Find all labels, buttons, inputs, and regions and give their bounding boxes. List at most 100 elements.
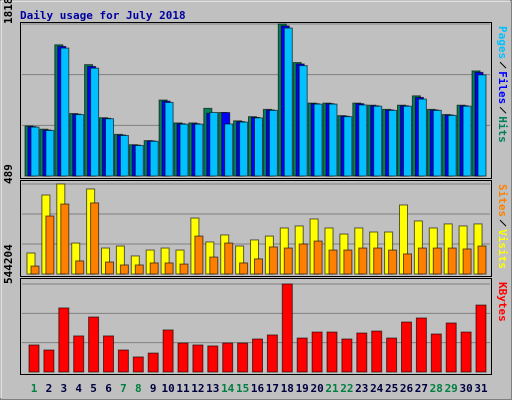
x-tick-label: 29 <box>445 382 458 395</box>
bar <box>60 203 70 275</box>
x-tick-label: 6 <box>105 382 112 395</box>
x-tick-label: 31 <box>474 382 488 395</box>
bar <box>268 246 278 275</box>
x-tick-label: 19 <box>296 382 309 395</box>
x-tick-label: 3 <box>60 382 67 395</box>
y-tick-label: 544204 <box>2 244 15 284</box>
separator <box>499 61 507 69</box>
y-tick-label: 18183 <box>2 0 15 24</box>
bar <box>388 109 398 177</box>
bar <box>134 144 144 177</box>
bar <box>162 329 174 373</box>
bar <box>358 104 368 177</box>
x-tick-label: 14 <box>221 382 235 395</box>
bar <box>477 245 487 275</box>
bar <box>313 103 323 177</box>
bar <box>117 349 129 373</box>
bar <box>209 111 219 177</box>
bar <box>207 345 219 373</box>
bar <box>447 114 457 177</box>
bar <box>298 243 308 275</box>
bar <box>356 332 368 373</box>
bar <box>417 98 427 177</box>
bar <box>192 344 204 373</box>
x-tick-label: 18 <box>281 382 294 395</box>
bar <box>60 47 70 177</box>
bar <box>239 121 249 177</box>
chart-title: Daily usage for July 2018 <box>20 9 186 22</box>
bar <box>209 256 219 275</box>
bar <box>224 123 234 177</box>
bar <box>252 338 263 373</box>
x-tick-label: 2 <box>46 382 53 395</box>
bar <box>326 331 338 373</box>
bar <box>283 247 293 275</box>
bar <box>88 316 100 373</box>
bar <box>415 317 427 373</box>
bar <box>134 264 144 275</box>
bar <box>149 262 159 275</box>
bar <box>432 247 442 275</box>
bar <box>105 261 114 275</box>
x-tick-label: 28 <box>430 382 443 395</box>
legend-label: Pages <box>496 26 509 59</box>
bar <box>311 331 323 373</box>
bar <box>254 117 263 177</box>
x-tick-label: 26 <box>400 382 414 395</box>
x-tick-label: 23 <box>355 382 368 395</box>
bar <box>90 202 100 275</box>
bar <box>401 321 412 373</box>
bar <box>417 247 427 275</box>
bar <box>281 283 293 373</box>
bar <box>298 65 308 177</box>
x-tick-label: 1 <box>31 382 38 395</box>
bar <box>164 101 174 177</box>
x-tick-label: 21 <box>325 382 339 395</box>
bar <box>45 215 55 275</box>
bar <box>119 264 129 275</box>
bar <box>119 134 129 177</box>
bar <box>239 262 249 275</box>
bar <box>73 335 85 373</box>
bar <box>75 114 85 177</box>
legend-label: Files <box>496 71 509 104</box>
bar <box>460 331 472 373</box>
separator <box>499 106 507 114</box>
bar <box>477 74 487 177</box>
legend-label: Sites <box>496 184 509 217</box>
bar <box>462 105 472 177</box>
bar <box>177 342 189 373</box>
x-tick-label: 24 <box>370 382 384 395</box>
bar <box>296 337 308 373</box>
x-tick-label: 17 <box>266 382 279 395</box>
x-tick-label: 8 <box>135 382 142 395</box>
bar <box>266 334 278 373</box>
x-tick-label: 22 <box>340 382 353 395</box>
legend-label: KBytes <box>496 282 509 322</box>
bar <box>103 335 114 373</box>
bar <box>147 352 159 373</box>
bar <box>149 140 159 177</box>
y-tick-label: 489 <box>2 164 15 184</box>
bar <box>373 247 383 275</box>
bar <box>343 116 353 177</box>
x-tick-label: 5 <box>90 382 97 395</box>
bar <box>371 330 383 373</box>
bar <box>75 260 85 275</box>
bar <box>403 105 412 177</box>
bar <box>403 253 412 275</box>
bar <box>386 337 398 373</box>
x-tick-label: 4 <box>75 382 82 395</box>
bar <box>475 304 487 373</box>
legend-label: Hits <box>496 116 509 143</box>
bar <box>179 123 189 177</box>
bar <box>254 258 263 275</box>
bar <box>237 342 249 373</box>
x-tick-label: 13 <box>206 382 219 395</box>
bar <box>43 349 55 373</box>
bar <box>373 105 383 177</box>
bar <box>341 338 353 373</box>
x-tick-label: 10 <box>161 382 174 395</box>
bar <box>388 249 398 275</box>
